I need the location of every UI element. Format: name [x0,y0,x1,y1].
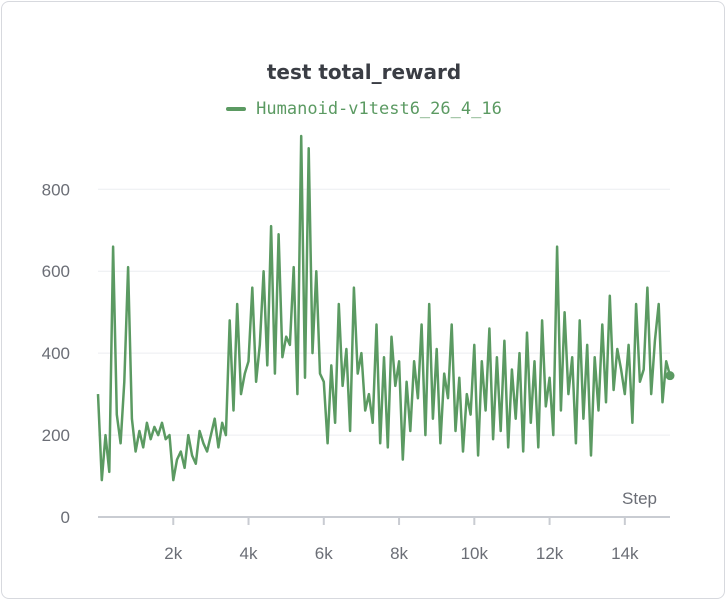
x-tick-label: 10k [461,544,489,563]
y-tick-label: 400 [42,344,70,363]
y-axis: 0 200 400 600 800 [42,180,70,527]
y-tick-label: 800 [42,180,70,199]
chart-title: test total_reward [266,60,462,84]
x-tick-label: 8k [390,544,408,563]
legend-label: Humanoid-v1test6_26_4_16 [256,99,502,119]
x-axis: 2k 4k 6k 8k 10k 12k 14k [164,517,639,563]
series-line[interactable] [96,134,672,482]
y-tick-label: 600 [42,262,70,281]
x-tick-label: 12k [536,544,564,563]
y-tick-label: 0 [61,508,70,527]
x-axis-label: Step [622,489,657,508]
series-end-marker [665,371,675,381]
legend[interactable]: Humanoid-v1test6_26_4_16 [0,99,728,119]
legend-swatch [226,107,247,111]
y-tick-label: 200 [42,426,70,445]
x-tick-label: 6k [315,544,333,563]
x-tick-label: 4k [240,544,258,563]
x-tick-label: 2k [164,544,182,563]
x-tick-label: 14k [611,544,639,563]
